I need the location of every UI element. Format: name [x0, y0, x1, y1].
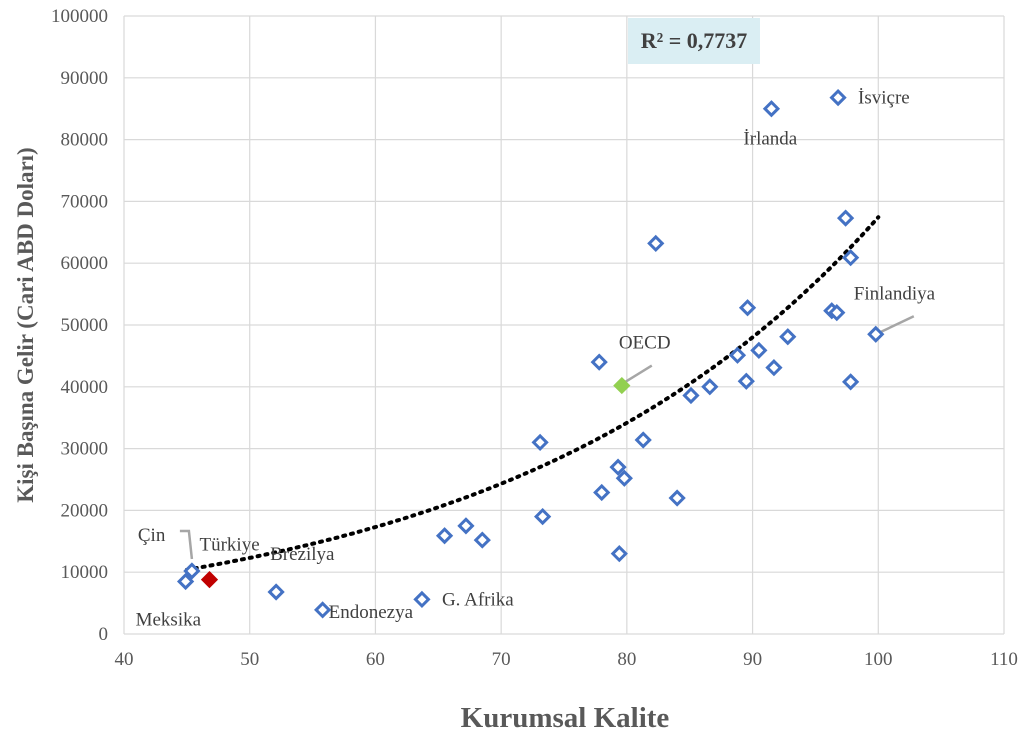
y-tick-label: 90000 — [61, 68, 109, 89]
point-label-t-rkiye: Türkiye — [199, 535, 259, 556]
data-point-marker — [779, 328, 797, 346]
data-point-marker — [435, 527, 454, 545]
data-point-marker-t-rkiye — [200, 570, 219, 589]
data-point-marker-g-afrika — [413, 590, 431, 609]
data-point-marker-oecd — [613, 376, 631, 395]
x-tick-label: 60 — [366, 649, 385, 670]
data-point-marker — [765, 359, 783, 377]
data-point-marker-endonezya — [314, 601, 332, 619]
data-point-marker-brezilya — [267, 583, 285, 601]
data-point-marker-finlandiya — [867, 325, 885, 343]
r-squared-box — [628, 18, 760, 64]
point-label-i-svi-re: İsviçre — [858, 88, 910, 109]
x-tick-labels: 40 50 60 70 80 90 100 110 — [115, 649, 1018, 670]
x-tick-label: 80 — [617, 649, 636, 670]
x-tick-label: 90 — [743, 649, 762, 670]
r-squared-annotation: R² = 0,7737 — [628, 18, 760, 64]
data-point-marker — [593, 483, 611, 502]
grid-lines — [123, 15, 1005, 635]
y-tick-labels: 0 10000 20000 30000 40000 50000 60000 70000 8000… — [51, 6, 108, 645]
x-axis-title: Kurumsal Kalite — [461, 702, 670, 734]
x-tick-label: 110 — [990, 649, 1018, 670]
data-point-marker-meksika — [176, 572, 195, 591]
data-points — [176, 88, 885, 619]
x-tick-label: 50 — [240, 649, 259, 670]
data-point-marker — [842, 373, 860, 391]
leader-line — [625, 364, 653, 383]
point-label-endonezya: Endonezya — [329, 602, 414, 623]
y-tick-label: 10000 — [61, 562, 109, 583]
data-point-marker — [590, 353, 608, 371]
y-tick-label: 50000 — [61, 315, 109, 336]
data-point-marker — [531, 433, 549, 452]
point-label-g-afrika: G. Afrika — [442, 589, 514, 610]
data-point-marker — [610, 545, 628, 563]
data-point-marker — [701, 378, 719, 396]
trendline — [184, 215, 881, 572]
data-point-marker-i-rlanda — [762, 100, 781, 118]
y-tick-label: 70000 — [61, 191, 109, 212]
point-label-brezilya: Brezilya — [270, 544, 335, 565]
data-point-marker — [609, 458, 627, 476]
point-label-finlandiya: Finlandiya — [854, 283, 936, 304]
data-point-marker — [836, 209, 855, 227]
point-label--in: Çin — [138, 525, 166, 546]
y-tick-label: 80000 — [61, 130, 109, 151]
y-tick-label: 30000 — [61, 439, 109, 460]
label-leader-lines — [179, 315, 915, 560]
y-tick-label: 60000 — [61, 253, 109, 274]
data-point-marker — [615, 469, 633, 487]
point-label-meksika: Meksika — [136, 609, 202, 630]
data-point-marker — [647, 234, 665, 253]
data-point-marker-i-svi-re — [829, 88, 847, 107]
data-point-marker — [737, 372, 755, 390]
point-labels: Meksika Çin Türkiye Brezilya Endonezya G. Afr… — [136, 88, 936, 631]
data-point-marker — [457, 517, 475, 535]
y-axis-title: Kişi Başına Gelir (Cari ABD Doları) — [13, 147, 38, 502]
y-tick-label: 20000 — [61, 500, 109, 521]
x-tick-label: 100 — [864, 649, 893, 670]
data-point-marker--in — [183, 562, 201, 580]
point-label-i-rlanda: İrlanda — [743, 129, 797, 150]
leader-line — [179, 529, 194, 560]
y-tick-label: 0 — [99, 624, 109, 645]
data-point-marker — [750, 341, 768, 359]
data-point-marker — [473, 531, 491, 549]
data-point-marker — [634, 431, 652, 449]
data-point-marker — [534, 507, 552, 526]
data-point-marker — [682, 386, 700, 405]
x-tick-label: 40 — [115, 649, 134, 670]
point-label-oecd: OECD — [619, 333, 671, 354]
y-tick-label: 40000 — [61, 377, 109, 398]
data-point-marker — [668, 489, 686, 507]
x-tick-label: 70 — [492, 649, 511, 670]
data-point-marker — [828, 304, 846, 322]
data-point-marker — [842, 249, 860, 267]
data-point-marker — [738, 299, 757, 317]
data-point-marker — [728, 346, 747, 364]
r-squared-label: R² = 0,7737 — [641, 28, 748, 53]
y-tick-label: 100000 — [51, 6, 108, 27]
leader-line — [875, 315, 915, 336]
